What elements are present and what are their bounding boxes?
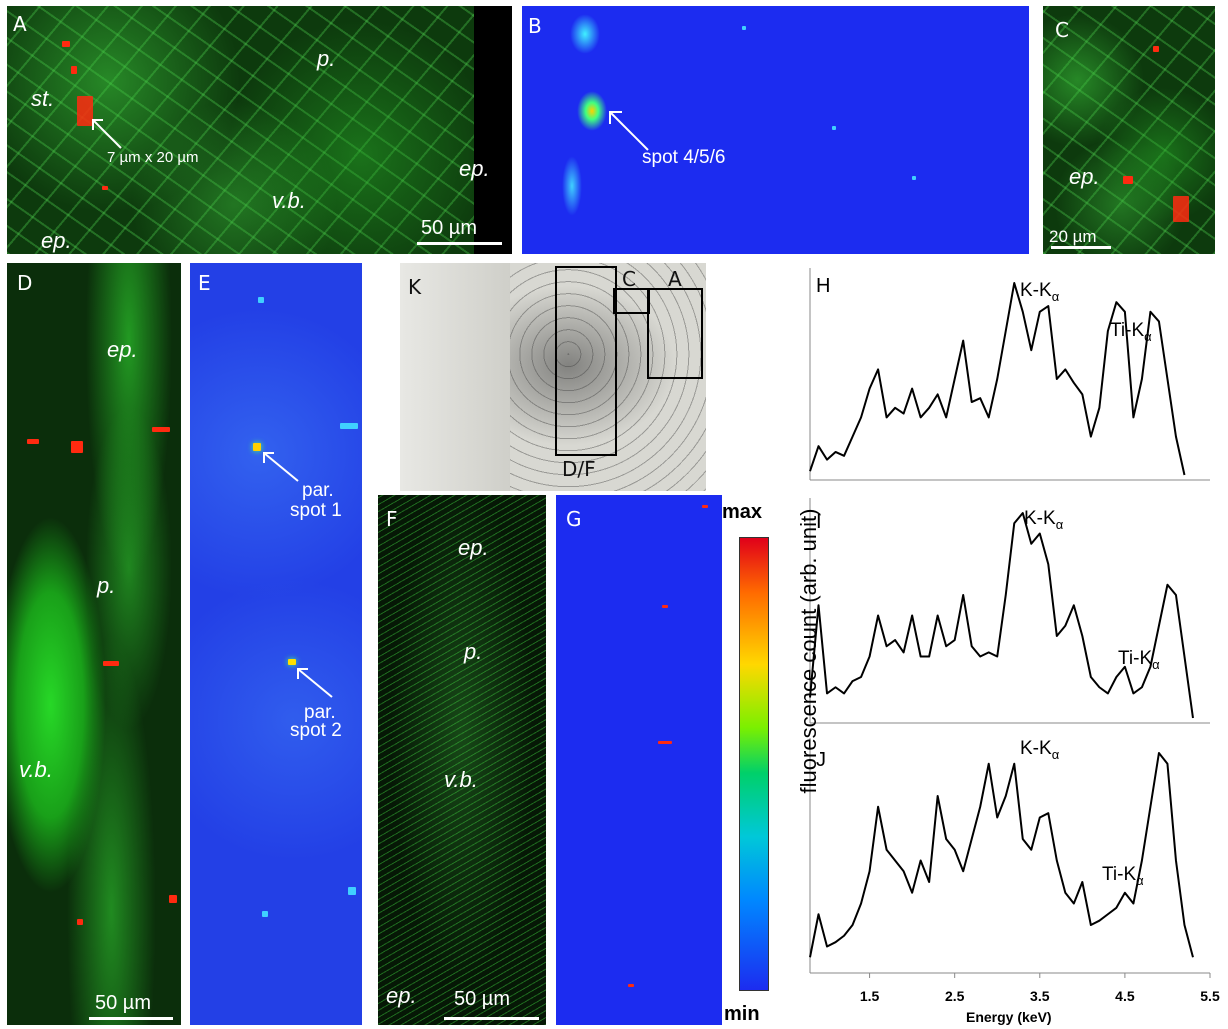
region-box-c xyxy=(613,288,650,314)
annotation: ep. xyxy=(459,156,490,181)
peak-label-ti: Ti-Kα xyxy=(1110,320,1152,344)
arrow-icon xyxy=(297,668,333,698)
scale-bar-label: 50 µm xyxy=(454,988,510,1010)
annotation: p. xyxy=(317,46,336,71)
arrow-icon xyxy=(263,452,299,482)
panel-label: A xyxy=(13,12,27,36)
spot-label: spot 2 xyxy=(290,720,342,741)
annotation: v.b. xyxy=(272,188,306,213)
peak-label-k: K-Kα xyxy=(1020,280,1060,304)
scale-bar-label: 20 µm xyxy=(1049,227,1097,246)
spectrum-line-J xyxy=(809,752,1194,958)
scale-bar-label: 50 µm xyxy=(95,992,151,1014)
panel-label: E xyxy=(198,271,211,295)
annotation: v.b. xyxy=(444,767,478,792)
x-tick-label: 4.5 xyxy=(1115,988,1135,1004)
x-tick-label: 5.5 xyxy=(1200,988,1220,1004)
annotation: p. xyxy=(97,573,116,598)
colorbar-max: max xyxy=(722,501,763,523)
spectrum-line-H xyxy=(809,282,1186,476)
panel-b-image: B spot 4/5/6 xyxy=(522,6,1029,254)
annotation: ep. xyxy=(386,983,417,1008)
panel-e-image: E par. spot 1 par. spot 2 xyxy=(190,263,362,1025)
scale-bar-label: 50 µm xyxy=(421,217,477,239)
panel-label: D xyxy=(17,271,33,295)
spot-label: par. xyxy=(304,702,336,723)
panel-label: K xyxy=(408,275,422,299)
x-axis-label: Energy (keV) xyxy=(966,1009,1052,1025)
x-tick-label: 3.5 xyxy=(1030,988,1050,1004)
spot-label: spot 1 xyxy=(290,500,342,521)
spectrum-line-I xyxy=(809,512,1194,719)
scale-bar xyxy=(444,1017,539,1020)
y-axis-label: fluorescence count (arb. unit) xyxy=(796,508,821,794)
x-tick-label: 1.5 xyxy=(860,988,880,1004)
annotation: p. xyxy=(464,639,483,664)
annotation: ep. xyxy=(41,228,72,253)
panel-label: G xyxy=(566,507,582,531)
x-tick-label: 2.5 xyxy=(945,988,965,1004)
peak-label-k: K-Kα xyxy=(1020,738,1060,762)
peak-label-ti: Ti-Kα xyxy=(1102,864,1144,888)
panel-label: H xyxy=(816,275,830,297)
panel-g-image: G xyxy=(556,495,722,1025)
scale-bar xyxy=(1051,246,1111,249)
size-note: 7 µm x 20 µm xyxy=(107,149,199,166)
panel-label: F xyxy=(386,507,398,531)
annotation: v.b. xyxy=(19,757,53,782)
panel-a-image: A p. st. ep. v.b. ep. 7 µm x 20 µm 50 µm xyxy=(7,6,512,254)
scale-bar xyxy=(89,1017,173,1020)
box-label: D/F xyxy=(562,457,596,481)
panel-label: J xyxy=(816,749,826,771)
panel-d-image: D ep. p. v.b. 50 µm xyxy=(7,263,181,1025)
scale-bar xyxy=(417,242,502,245)
box-label: A xyxy=(668,267,682,291)
annotation: ep. xyxy=(1069,164,1100,189)
panel-label: C xyxy=(1055,18,1069,42)
region-box-df xyxy=(555,266,617,456)
spot-label: spot 4/5/6 xyxy=(642,147,726,168)
annotation: st. xyxy=(31,86,55,111)
peak-label-k: K-Kα xyxy=(1024,508,1064,532)
box-label: C xyxy=(622,267,636,291)
panel-k-image: K C A D/F xyxy=(400,263,706,491)
region-box-a xyxy=(647,288,703,379)
arrow-icon xyxy=(609,111,649,151)
arrow-icon xyxy=(92,119,122,149)
spot-label: par. xyxy=(302,480,334,501)
annotation: ep. xyxy=(458,535,489,560)
panel-label: B xyxy=(528,14,542,38)
colorbar-min: min xyxy=(724,1003,760,1025)
panel-label: I xyxy=(816,511,822,533)
colorbar xyxy=(739,537,769,991)
panel-f-image: F ep. p. v.b. ep. 50 µm xyxy=(378,495,546,1025)
panel-c-image: C ep. 20 µm xyxy=(1043,6,1215,254)
annotation: ep. xyxy=(107,337,138,362)
